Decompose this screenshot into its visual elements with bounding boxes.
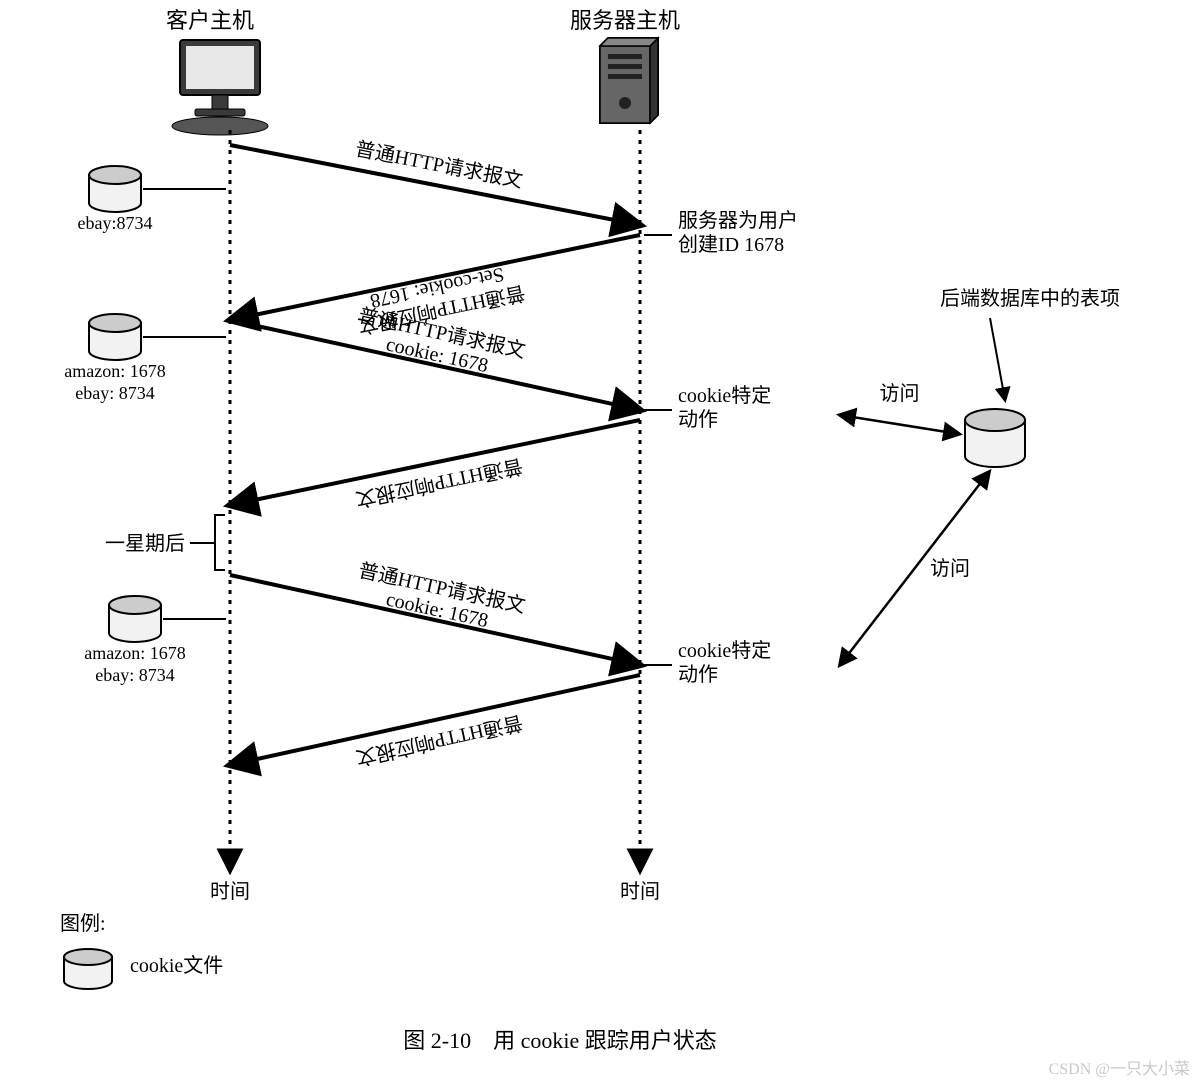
- cookie-file: amazon: 1678ebay: 8734: [64, 314, 226, 403]
- server-note: cookie特定动作: [644, 384, 771, 431]
- client-monitor-icon: [172, 40, 268, 135]
- server-note-text: cookie特定: [678, 639, 771, 662]
- server-note: cookie特定动作: [644, 639, 771, 686]
- one-week-bracket: 一星期后: [105, 515, 225, 570]
- one-week-label: 一星期后: [105, 532, 185, 555]
- diagram-canvas: 客户主机 服务器主机 ebay:8734amazon: 1678ebay: 87…: [0, 0, 1204, 1084]
- legend: 图例: cookie文件: [60, 912, 223, 989]
- cookie-file-label: ebay: 8734: [75, 383, 154, 403]
- access-label: 访问: [930, 557, 970, 580]
- message-arrow: 普通HTTP响应报文: [230, 420, 640, 511]
- figure-caption: 图 2-10 用 cookie 跟踪用户状态: [403, 1028, 716, 1053]
- server-note-text: cookie特定: [678, 384, 771, 407]
- cookie-cylinder-icon: [109, 596, 161, 642]
- cookie-cylinder-icon: [89, 166, 141, 212]
- server-note-text: 动作: [678, 408, 718, 431]
- server-note-text: 动作: [678, 663, 718, 686]
- client-header: 客户主机: [166, 8, 254, 33]
- legend-cylinder-icon: [64, 949, 112, 989]
- server-time-label: 时间: [620, 880, 660, 903]
- access-label: 访问: [880, 382, 920, 405]
- backend-pointer: [990, 318, 1005, 400]
- watermark: CSDN @一只大小菜: [1049, 1060, 1190, 1078]
- server-note: 服务器为用户创建ID 1678: [644, 209, 798, 256]
- legend-item: cookie文件: [130, 954, 223, 977]
- cookie-file: amazon: 1678ebay: 8734: [84, 596, 226, 685]
- backend-label: 后端数据库中的表项: [940, 287, 1120, 310]
- server-tower-icon: [600, 38, 658, 123]
- message-arrow: 普通HTTP请求报文: [230, 137, 640, 225]
- cookie-file-label: ebay: 8734: [95, 665, 174, 685]
- legend-title: 图例:: [60, 912, 106, 935]
- database-icon: [965, 409, 1025, 467]
- cookie-file-label: ebay:8734: [78, 213, 153, 233]
- server-note-text: 服务器为用户: [678, 209, 798, 232]
- cookie-file: ebay:8734: [78, 166, 226, 233]
- server-header: 服务器主机: [570, 8, 680, 33]
- server-note-text: 创建ID 1678: [678, 233, 784, 256]
- access-arrow: [840, 415, 959, 434]
- cookie-cylinder-icon: [89, 314, 141, 360]
- message-arrow: 普通HTTP请求报文cookie: 1678: [230, 559, 640, 665]
- cookie-file-label: amazon: 1678: [64, 361, 165, 381]
- client-time-label: 时间: [210, 880, 250, 903]
- cookie-file-label: amazon: 1678: [84, 643, 185, 663]
- message-arrow: 普通HTTP响应报文: [230, 675, 640, 769]
